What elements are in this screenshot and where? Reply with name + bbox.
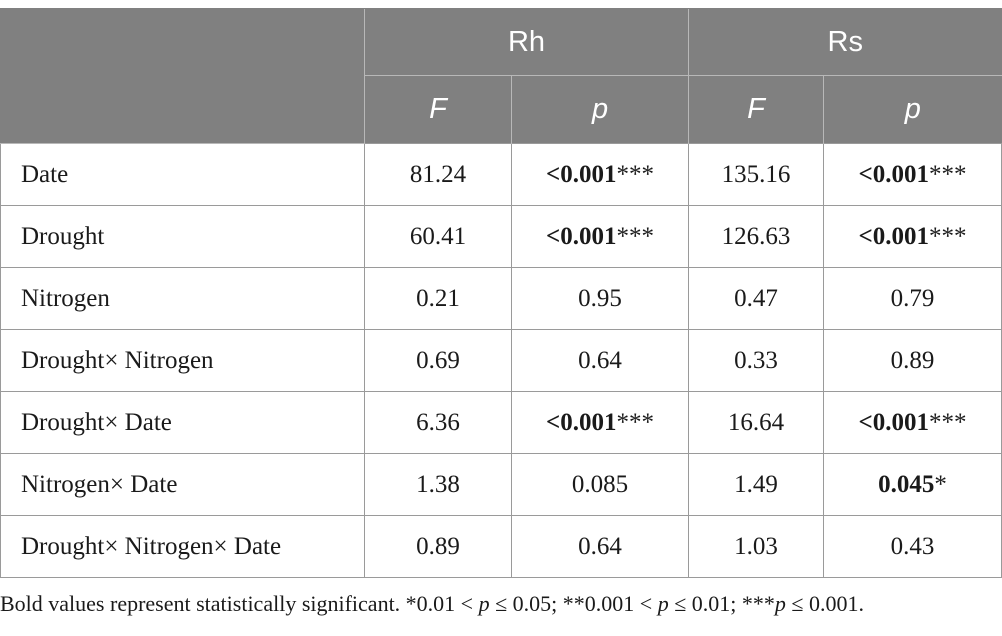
rs-f-cell: 0.47 [688,267,825,330]
rs-f-cell: 126.63 [688,205,825,268]
row-label: Nitrogen× Date [0,453,365,516]
rh-p-cell: 0.085 [510,453,690,516]
rh-f-cell: 0.89 [364,515,512,578]
rs-p-cell: 0.79 [823,267,1002,330]
row-label: Nitrogen [0,267,365,330]
rs-p-bold: <0.001 [858,408,930,436]
rs-p-stars: *** [929,160,967,188]
rs-f-cell: 0.33 [688,329,825,392]
table-row: Drought× Nitrogen 0.69 0.64 0.33 0.89 [0,329,1002,392]
rh-f-cell: 0.69 [364,329,512,392]
row-label: Drought× Nitrogen [0,329,365,392]
header-subcol-row: F p F p [1,75,1002,144]
footnote-text: ≤ 0.01; *** [668,591,775,616]
footnote-p-symbol: p [478,591,490,616]
table-row: Drought× Date 6.36 <0.001*** 16.64 <0.00… [0,391,1002,454]
header-rs: Rs [688,8,1002,76]
header-group-row: Rh Rs [0,8,1002,144]
table-row: Date 81.24 <0.001*** 135.16 <0.001*** [0,143,1002,206]
row-label: Drought× Date [0,391,365,454]
rs-p-stars: * [934,470,947,498]
rh-p-cell: <0.001*** [510,205,690,268]
table-footnote: Bold values represent statistically sign… [0,591,1002,617]
table-row: Nitrogen 0.21 0.95 0.47 0.79 [0,267,1002,330]
rh-p-stars: *** [616,160,655,188]
anova-table: Rh Rs F p F p Date 81.24 <0.001*** 135.1… [0,8,1002,578]
row-label: Drought× Nitrogen× Date [0,515,365,578]
rh-p-cell: 0.64 [510,329,690,392]
rs-f-cell: 1.49 [688,453,825,516]
rs-p-cell: <0.001*** [823,391,1002,454]
rh-p-bold: <0.001 [546,222,617,250]
rs-f-cell: 16.64 [688,391,825,454]
header-rh-f: F [364,75,512,144]
rs-f-cell: 135.16 [688,143,825,206]
rs-p-cell: 0.89 [823,329,1002,392]
header-rh: Rh [363,8,689,76]
rs-p-bold: <0.001 [858,222,930,250]
header-corner [0,8,365,144]
rh-f-cell: 6.36 [364,391,512,454]
header-rs-f: F [688,75,824,144]
rh-p-bold: <0.001 [546,408,617,436]
rs-p-cell: <0.001*** [823,205,1002,268]
row-label: Date [0,143,365,206]
rh-p-stars: *** [616,408,655,436]
table-row: Nitrogen× Date 1.38 0.085 1.49 0.045* [0,453,1002,516]
footnote-p-symbol: p [774,591,786,616]
rs-f-cell: 1.03 [688,515,825,578]
rh-f-cell: 81.24 [364,143,512,206]
rs-p-cell: 0.43 [823,515,1002,578]
rh-p-cell: <0.001*** [510,143,690,206]
header-rh-p: p [510,75,689,144]
table-row: Drought× Nitrogen× Date 0.89 0.64 1.03 0… [0,515,1002,578]
rs-p-cell: <0.001*** [823,143,1002,206]
rs-p-bold: <0.001 [858,160,930,188]
rh-f-cell: 0.21 [364,267,512,330]
rh-p-stars: *** [616,222,655,250]
row-label: Drought [0,205,365,268]
rh-f-cell: 1.38 [364,453,512,516]
rs-p-bold: 0.045 [878,470,935,498]
rh-f-cell: 60.41 [364,205,512,268]
rh-p-cell: <0.001*** [510,391,690,454]
rh-p-cell: 0.64 [510,515,690,578]
rs-p-stars: *** [929,222,967,250]
footnote-lead: Bold values represent statistically sign… [0,591,479,616]
rh-p-bold: <0.001 [546,160,617,188]
header-rs-p: p [823,75,1002,144]
footnote-tail: ≤ 0.001. [785,591,864,616]
footnote-text: ≤ 0.05; **0.001 < [489,591,658,616]
footnote-p-symbol: p [657,591,669,616]
rh-p-cell: 0.95 [510,267,690,330]
rs-p-stars: *** [929,408,967,436]
rs-p-cell: 0.045* [823,453,1002,516]
table-row: Drought 60.41 <0.001*** 126.63 <0.001*** [0,205,1002,268]
